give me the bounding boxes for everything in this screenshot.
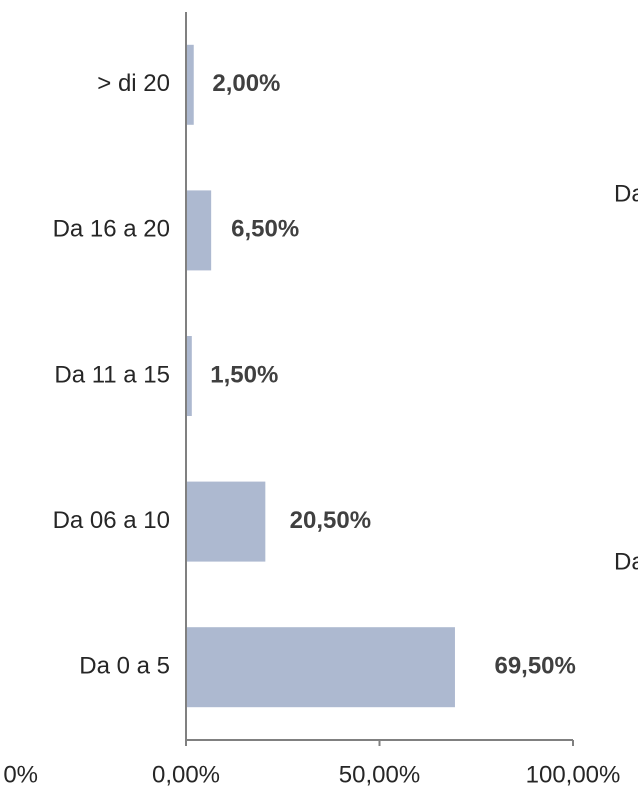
bar bbox=[186, 44, 194, 125]
x-tick-label: 100,00% bbox=[526, 761, 621, 788]
x-tick-label: 0,00% bbox=[152, 761, 220, 788]
clipped-text: Da bbox=[614, 548, 638, 575]
y-tick-label: Da 06 a 10 bbox=[53, 507, 170, 534]
value-label: 20,50% bbox=[290, 507, 371, 534]
y-tick-label: > di 20 bbox=[97, 70, 170, 97]
bar bbox=[186, 627, 455, 708]
bar bbox=[186, 336, 192, 416]
x-tick-label: 50,00% bbox=[339, 761, 420, 788]
clipped-text: 0% bbox=[3, 761, 38, 788]
y-tick-label: Da 11 a 15 bbox=[54, 361, 170, 388]
value-label: 6,50% bbox=[231, 216, 299, 243]
y-tick-label: Da 16 a 20 bbox=[53, 216, 170, 243]
value-label: 1,50% bbox=[210, 361, 278, 388]
clipped-text: Da bbox=[614, 180, 638, 207]
value-label: 69,50% bbox=[494, 653, 575, 680]
value-label: 2,00% bbox=[212, 70, 280, 97]
bar bbox=[186, 190, 212, 271]
bar bbox=[186, 481, 266, 562]
y-tick-label: Da 0 a 5 bbox=[79, 653, 170, 680]
